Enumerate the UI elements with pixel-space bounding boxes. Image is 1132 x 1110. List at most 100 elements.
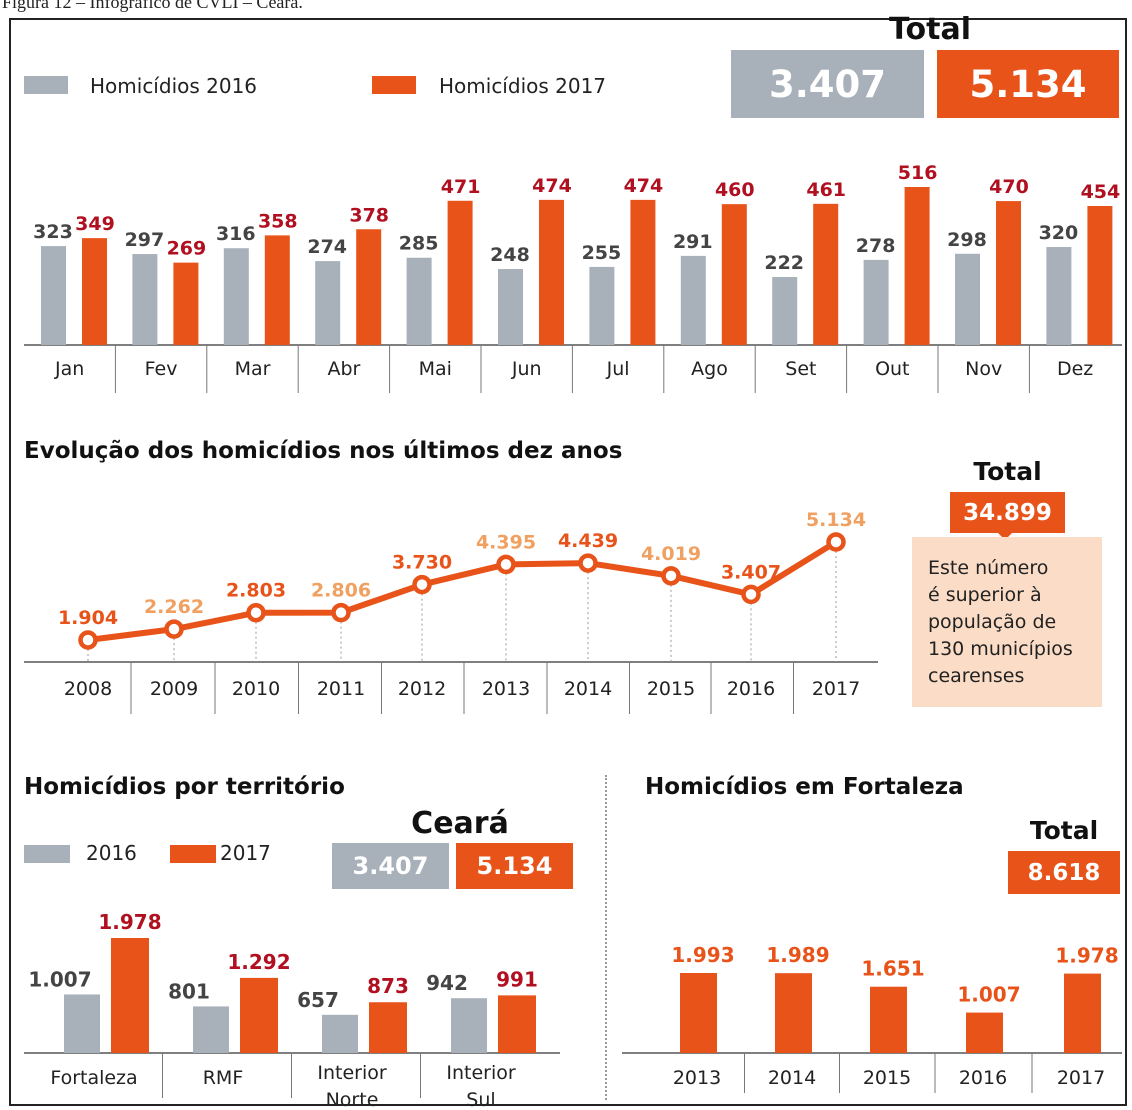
bar-2017-Ago <box>721 204 747 345</box>
homicide-trend-line <box>87 539 838 643</box>
bar-2017-Mar <box>264 235 290 345</box>
bar-2016-Mai <box>406 257 432 345</box>
trend-point <box>78 630 98 650</box>
fortaleza-bar <box>870 986 907 1053</box>
trend-value-label: 4.395 <box>476 531 536 553</box>
legend-swatch-2017 <box>372 76 416 94</box>
month-tick-label: Mai <box>419 358 452 380</box>
month-tick-label: Dez <box>1057 358 1093 380</box>
territory-total-2017: 5.134 <box>456 843 573 889</box>
month-tick-label: Out <box>875 358 909 380</box>
fortaleza-value-label: 1.989 <box>766 943 829 967</box>
value-label-2017: 454 <box>1081 181 1121 203</box>
bar-2017-Jul <box>630 199 656 345</box>
territory-value-2016: 801 <box>168 979 210 1003</box>
month-tick-label: Jun <box>511 358 542 380</box>
value-label-2016: 298 <box>947 229 987 251</box>
bar-2016-Nov <box>955 253 980 345</box>
territory-bar-2016 <box>322 1014 358 1053</box>
fortaleza-bar <box>966 1012 1003 1053</box>
territory-value-2016: 657 <box>297 988 339 1012</box>
territory-bar-2017 <box>498 995 536 1053</box>
value-label-2016: 323 <box>33 221 73 243</box>
month-tick-label: Abr <box>327 358 360 380</box>
note-line: 130 municípios <box>928 638 1073 660</box>
year-tick-label: 2013 <box>482 678 530 700</box>
bar-2016-Jul <box>589 266 615 345</box>
line-total-label: Total <box>973 457 1042 486</box>
bar-2017-Jun <box>539 199 564 345</box>
legend-label-2017: Homicídios 2017 <box>439 74 607 98</box>
fortaleza-bar <box>1064 973 1101 1053</box>
bar-2017-Fev <box>173 262 199 345</box>
month-tick-label: Mar <box>235 358 271 380</box>
value-label-2016: 248 <box>490 244 530 266</box>
territory-value-2016: 1.007 <box>28 967 91 991</box>
bar-2016-Out <box>863 259 889 345</box>
year-tick-label: 2016 <box>727 678 775 700</box>
territory-title: Homicídios por território <box>24 774 345 800</box>
note-line: população de <box>928 611 1057 633</box>
territory-state-label: Ceará <box>411 806 509 841</box>
territory-legend-swatch-2017 <box>170 845 216 863</box>
fortaleza-tick-label: 2014 <box>768 1067 816 1089</box>
bar-2016-Dez <box>1046 247 1072 345</box>
year-tick-label: 2010 <box>232 678 280 700</box>
fortaleza-tick-label: 2017 <box>1057 1067 1105 1089</box>
note-line: cearenses <box>928 665 1025 687</box>
bar-2016-Fev <box>132 254 158 345</box>
figure-caption: Figura 12 – Infográfico de CVLI – Ceará. <box>2 0 303 12</box>
year-tick-label: 2008 <box>64 678 112 700</box>
trend-value-label: 4.019 <box>641 543 701 565</box>
bar-2016-Jun <box>498 269 523 345</box>
territory-bar-2016 <box>193 1006 229 1053</box>
value-label-2017: 471 <box>441 176 481 198</box>
year-tick-label: 2011 <box>317 678 365 700</box>
note-line: é superior à <box>928 584 1042 606</box>
value-label-2017: 474 <box>624 175 664 197</box>
fortaleza-title: Homicídios em Fortaleza <box>645 774 964 800</box>
territory-bar-2016 <box>451 998 487 1053</box>
value-label-2017: 269 <box>167 238 207 260</box>
trend-value-label: 1.904 <box>58 607 118 629</box>
value-label-2016: 285 <box>399 233 439 255</box>
territory-legend-label-2016: 2016 <box>86 841 137 865</box>
value-label-2016: 291 <box>673 231 713 253</box>
trend-point <box>412 574 432 595</box>
bar-2016-Abr <box>315 261 341 345</box>
value-label-2016: 320 <box>1039 222 1079 244</box>
value-label-2017: 516 <box>898 162 938 184</box>
value-label-2017: 460 <box>715 179 755 201</box>
fortaleza-tick-label: 2016 <box>959 1067 1007 1089</box>
trend-point <box>826 532 846 552</box>
bar-2017-Set <box>813 203 839 345</box>
territory-tick-label: Interior <box>446 1062 515 1084</box>
top-total-label: Total <box>889 12 971 47</box>
territory-value-2017: 873 <box>367 974 409 998</box>
bar-2017-Dez <box>1087 205 1113 345</box>
territory-tick-label: RMF <box>203 1067 244 1089</box>
territory-bar-2017 <box>369 1002 407 1053</box>
territory-tick-label: Fortaleza <box>50 1067 137 1089</box>
year-tick-label: 2012 <box>398 678 446 700</box>
note-line: Este número <box>928 557 1049 579</box>
year-tick-label: 2017 <box>812 678 860 700</box>
bar-2017-Jan <box>82 238 107 345</box>
bar-2016-Jan <box>41 246 66 345</box>
value-label-2016: 274 <box>307 236 347 258</box>
trend-point <box>246 602 266 623</box>
month-tick-label: Jul <box>606 358 630 380</box>
value-label-2017: 378 <box>349 204 389 226</box>
territory-legend-swatch-2016 <box>24 845 70 863</box>
trend-point <box>496 554 516 575</box>
territory-total-2016: 3.407 <box>332 843 449 889</box>
territory-value-2016: 942 <box>426 971 468 995</box>
fortaleza-tick-label: 2013 <box>673 1067 721 1089</box>
fortaleza-value-label: 1.007 <box>957 983 1020 1007</box>
trend-value-label: 2.806 <box>311 580 371 602</box>
year-tick-label: 2014 <box>564 678 612 700</box>
trend-value-label: 3.730 <box>392 552 452 574</box>
bar-2017-Nov <box>996 201 1021 345</box>
value-label-2017: 358 <box>258 210 298 232</box>
